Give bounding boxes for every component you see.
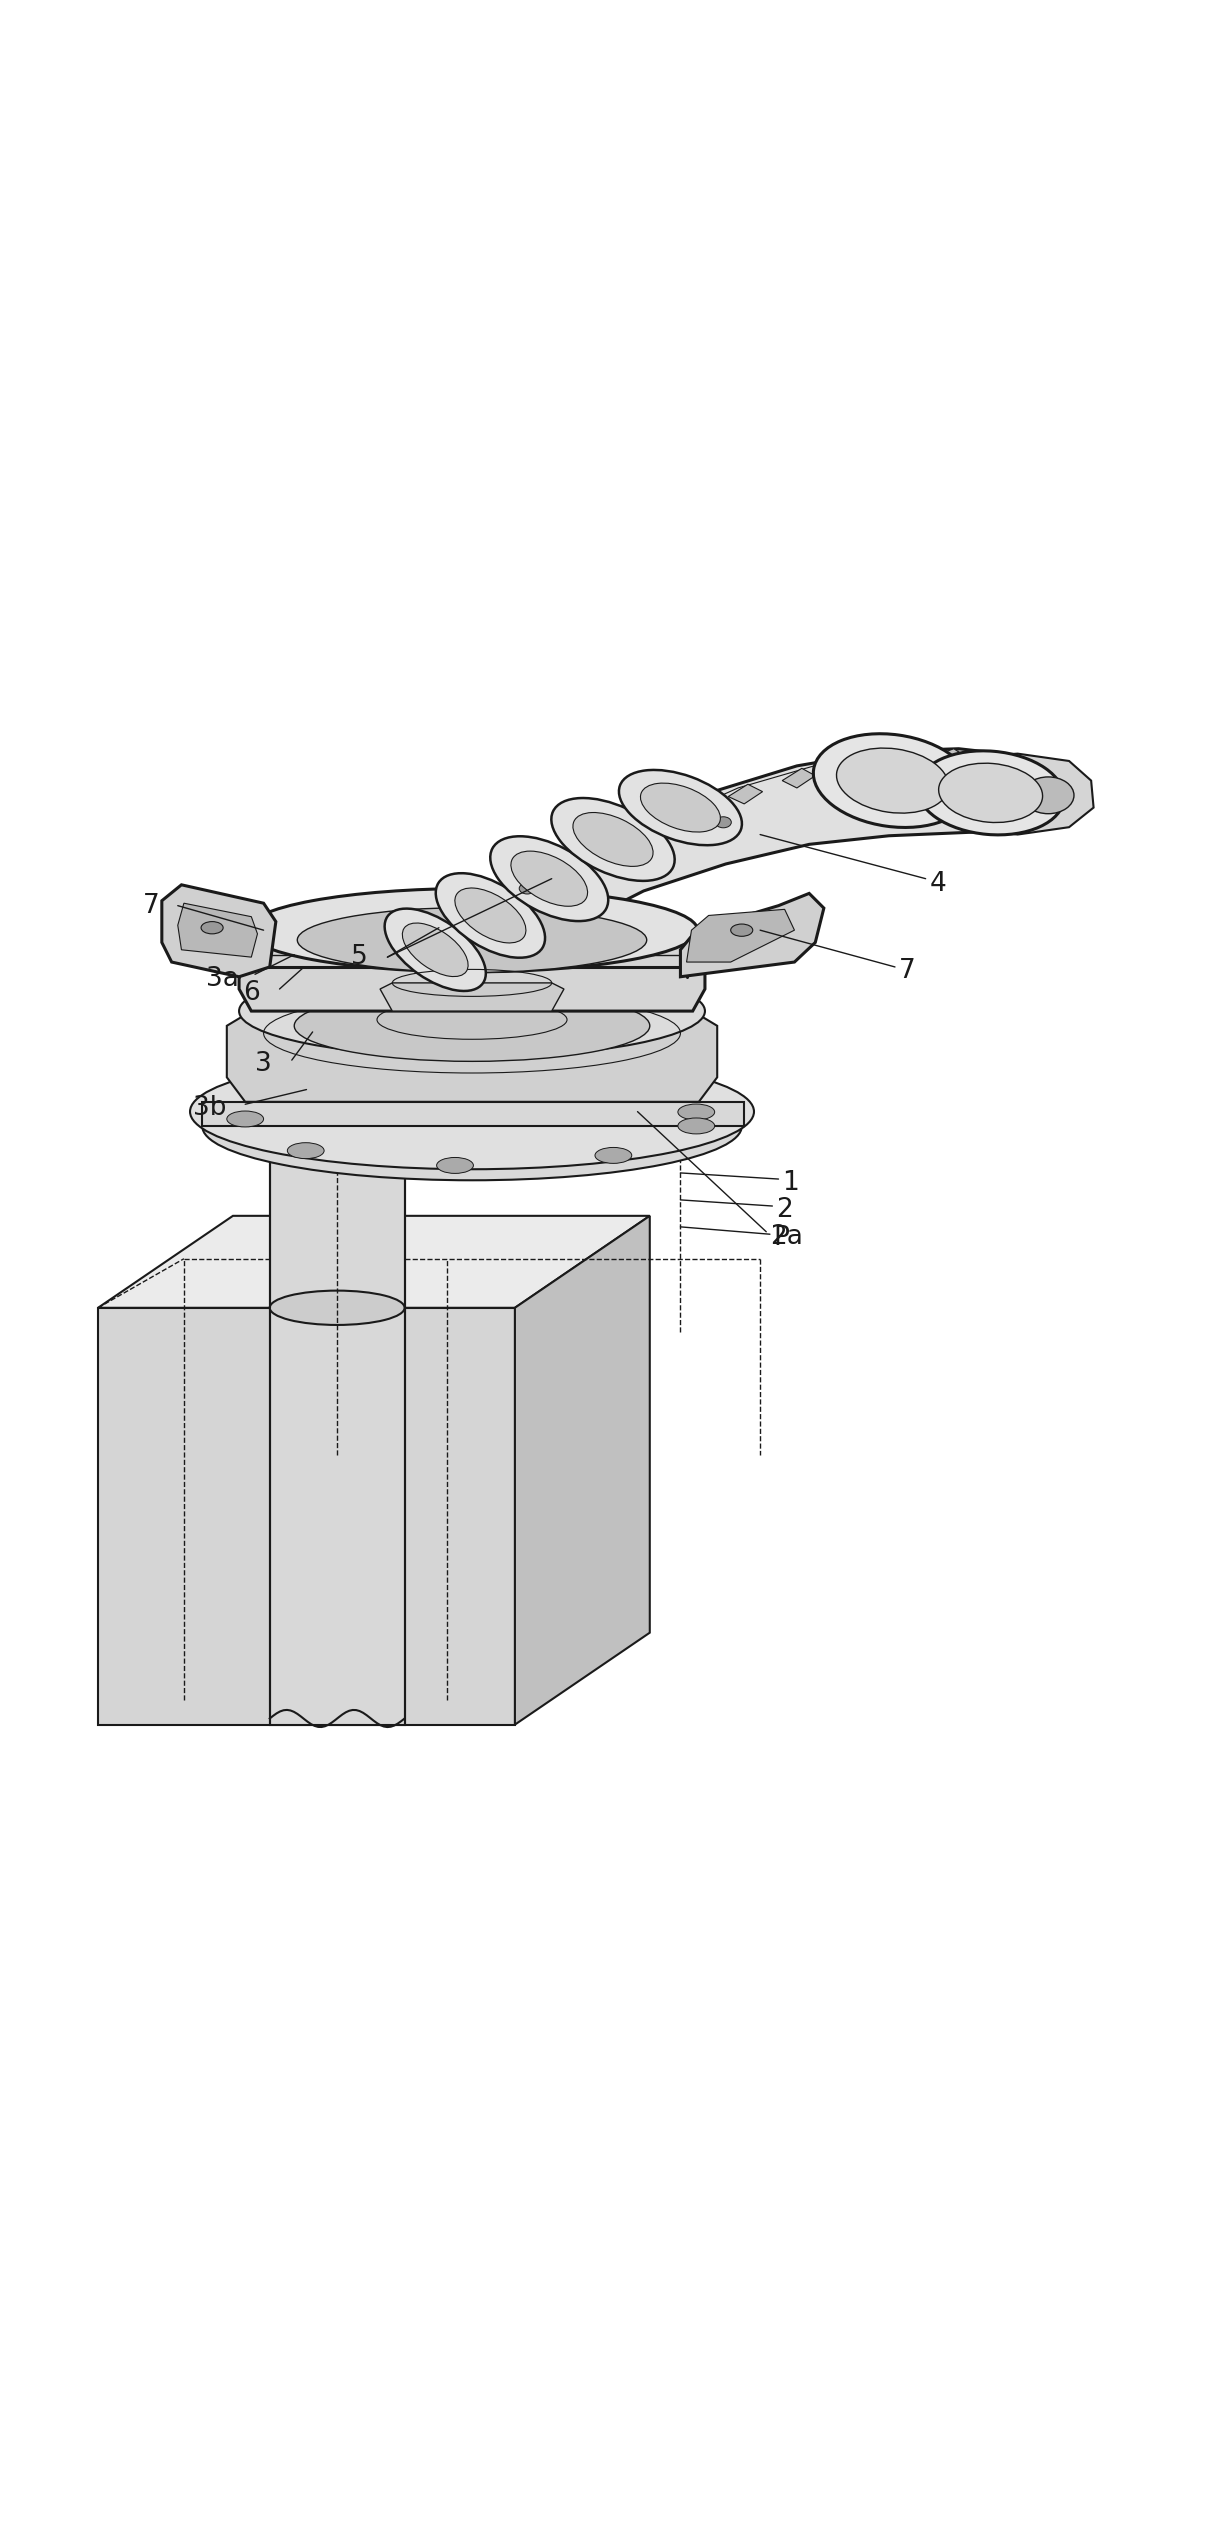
Text: 5: 5 <box>351 943 368 971</box>
Ellipse shape <box>836 747 949 813</box>
Polygon shape <box>782 768 815 788</box>
Ellipse shape <box>435 874 546 958</box>
Polygon shape <box>98 1215 650 1307</box>
Polygon shape <box>202 1101 744 1126</box>
Polygon shape <box>270 1124 405 1307</box>
Ellipse shape <box>287 1144 324 1159</box>
Polygon shape <box>162 885 276 976</box>
Ellipse shape <box>519 882 535 895</box>
Text: 2: 2 <box>776 1197 793 1223</box>
Polygon shape <box>460 902 490 923</box>
Polygon shape <box>834 758 867 775</box>
Text: 2a: 2a <box>770 1223 803 1251</box>
Ellipse shape <box>1022 778 1074 813</box>
Ellipse shape <box>201 923 223 933</box>
Ellipse shape <box>595 1075 631 1091</box>
Ellipse shape <box>436 1157 473 1174</box>
Polygon shape <box>620 824 656 844</box>
Polygon shape <box>885 752 917 768</box>
Text: 7: 7 <box>899 958 916 984</box>
Ellipse shape <box>294 991 650 1063</box>
Ellipse shape <box>246 890 698 971</box>
Ellipse shape <box>813 735 972 829</box>
Ellipse shape <box>619 770 742 844</box>
Text: 1: 1 <box>782 1169 799 1195</box>
Polygon shape <box>728 785 763 803</box>
Polygon shape <box>566 849 601 869</box>
Ellipse shape <box>939 763 1042 824</box>
Text: 7: 7 <box>142 892 159 918</box>
Ellipse shape <box>917 750 1064 834</box>
Polygon shape <box>227 1012 717 1101</box>
Ellipse shape <box>455 887 526 943</box>
Text: 4: 4 <box>929 869 946 897</box>
Text: P: P <box>774 1225 790 1251</box>
Ellipse shape <box>227 1111 264 1126</box>
Polygon shape <box>270 1307 405 1723</box>
Ellipse shape <box>239 966 705 1057</box>
Polygon shape <box>674 803 709 821</box>
Ellipse shape <box>864 778 880 788</box>
Ellipse shape <box>297 907 647 974</box>
Ellipse shape <box>573 813 653 867</box>
Polygon shape <box>98 1307 515 1723</box>
Ellipse shape <box>678 1118 715 1134</box>
Polygon shape <box>512 874 546 895</box>
Ellipse shape <box>595 1146 631 1164</box>
Polygon shape <box>934 750 965 763</box>
Polygon shape <box>178 902 257 958</box>
Polygon shape <box>380 984 564 1012</box>
Text: 3b: 3b <box>194 1096 227 1121</box>
Polygon shape <box>962 752 1094 834</box>
Ellipse shape <box>385 907 485 991</box>
Polygon shape <box>365 750 1064 1004</box>
Ellipse shape <box>190 1055 754 1169</box>
Ellipse shape <box>436 1065 473 1080</box>
Polygon shape <box>687 910 794 961</box>
Ellipse shape <box>731 925 753 935</box>
Ellipse shape <box>270 1291 405 1324</box>
Ellipse shape <box>640 783 721 831</box>
Polygon shape <box>239 930 705 1012</box>
Text: 6: 6 <box>243 979 260 1007</box>
Ellipse shape <box>287 1080 324 1096</box>
Polygon shape <box>515 1215 650 1723</box>
Ellipse shape <box>270 1106 405 1141</box>
Text: 3a: 3a <box>206 966 239 991</box>
Ellipse shape <box>678 1103 715 1121</box>
Text: 3: 3 <box>255 1050 272 1078</box>
Ellipse shape <box>202 1073 742 1179</box>
Ellipse shape <box>402 923 468 976</box>
Polygon shape <box>680 892 824 976</box>
Ellipse shape <box>490 836 608 920</box>
Ellipse shape <box>511 852 587 907</box>
Ellipse shape <box>552 798 674 882</box>
Ellipse shape <box>715 816 731 829</box>
